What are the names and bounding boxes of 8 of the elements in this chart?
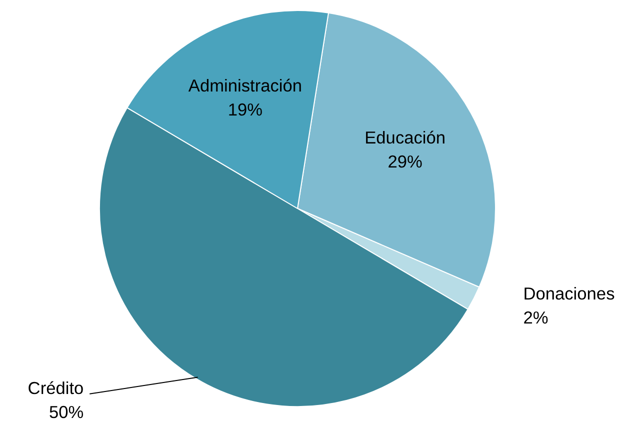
slice-label: Administración [188,75,302,96]
data-label: 2% [523,308,548,328]
data-label: 29% [388,151,422,172]
data-label: 50% [48,402,84,422]
slice-label: Donaciones [523,284,616,304]
slice-label: Crédito [28,378,84,398]
data-label: 19% [228,99,263,120]
slice-label: Educación [364,127,446,148]
